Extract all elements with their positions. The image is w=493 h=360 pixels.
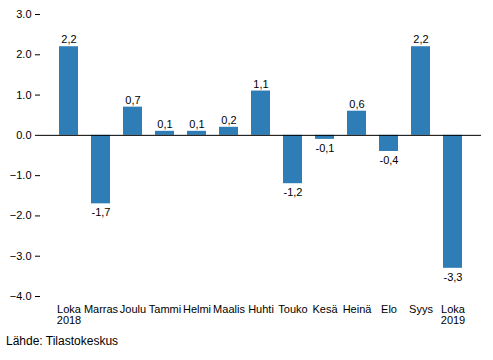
svg-text:-1,2: -1,2 <box>284 186 303 198</box>
svg-text:2,2: 2,2 <box>413 33 428 45</box>
svg-text:2,2: 2,2 <box>61 33 76 45</box>
svg-text:-1,7: -1,7 <box>92 206 111 218</box>
svg-text:Joulu: Joulu <box>120 303 146 315</box>
svg-text:−1.0: −1.0 <box>10 169 32 181</box>
svg-text:Heinä: Heinä <box>343 303 373 315</box>
svg-text:Huhti: Huhti <box>248 303 274 315</box>
svg-text:-0,4: -0,4 <box>380 154 399 166</box>
svg-text:Tammi: Tammi <box>149 303 181 315</box>
svg-text:Loka2018: Loka2018 <box>57 303 82 326</box>
svg-text:0.0: 0.0 <box>16 129 31 141</box>
svg-text:1,1: 1,1 <box>253 78 268 90</box>
svg-text:1.0: 1.0 <box>16 89 31 101</box>
svg-text:0,2: 0,2 <box>221 114 236 126</box>
svg-text:Syys: Syys <box>409 303 433 315</box>
svg-text:Touko: Touko <box>278 303 307 315</box>
svg-text:0,1: 0,1 <box>157 118 172 130</box>
html-text:Lähde: Tilastokeskus: Lähde: Tilastokeskus <box>6 334 119 348</box>
svg-text:Kesä: Kesä <box>312 303 338 315</box>
svg-text:Maalis: Maalis <box>213 303 245 315</box>
svg-text:Elo: Elo <box>381 303 397 315</box>
svg-text:Helmi: Helmi <box>183 303 211 315</box>
svg-text:−3.0: −3.0 <box>10 250 32 262</box>
svg-text:-0,1: -0,1 <box>316 142 335 154</box>
svg-text:3.0: 3.0 <box>16 8 31 20</box>
svg-text:2.0: 2.0 <box>16 48 31 60</box>
svg-text:0,1: 0,1 <box>189 118 204 130</box>
svg-text:0,6: 0,6 <box>349 98 364 110</box>
svg-text:0,7: 0,7 <box>125 94 140 106</box>
svg-text:−4.0: −4.0 <box>10 290 32 302</box>
svg-text:−2.0: −2.0 <box>10 209 32 221</box>
svg-text:Marras: Marras <box>84 303 119 315</box>
svg-text:Loka2019: Loka2019 <box>441 303 466 326</box>
svg-text:-3,3: -3,3 <box>444 271 463 283</box>
